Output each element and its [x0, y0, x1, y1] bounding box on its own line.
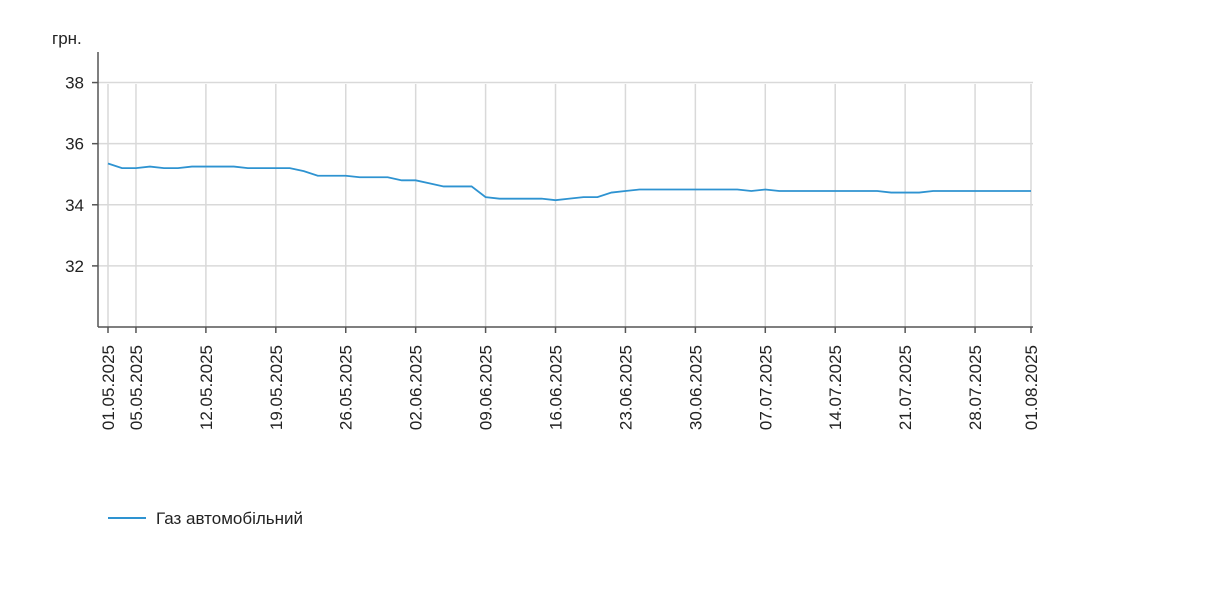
- x-tick-label: 23.06.2025: [616, 345, 635, 430]
- x-tick-label: 05.05.2025: [127, 345, 146, 430]
- x-tick-label: 19.05.2025: [267, 345, 286, 430]
- y-unit: грн.: [52, 29, 82, 48]
- x-tick-label: 09.06.2025: [477, 345, 496, 430]
- x-tick-label: 28.07.2025: [966, 345, 985, 430]
- y-tick-label: 36: [65, 135, 84, 154]
- y-tick-label: 38: [65, 74, 84, 93]
- x-tick-label: 14.07.2025: [826, 345, 845, 430]
- y-tick-label: 34: [65, 196, 84, 215]
- x-tick-label: 01.08.2025: [1022, 345, 1041, 430]
- x-tick-label: 16.06.2025: [547, 345, 566, 430]
- y-tick-label: 32: [65, 257, 84, 276]
- x-tick-label: 21.07.2025: [896, 345, 915, 430]
- legend-label: Газ автомобільний: [156, 509, 303, 528]
- x-tick-label: 30.06.2025: [686, 345, 705, 430]
- x-tick-label: 12.05.2025: [197, 345, 216, 430]
- x-tick-label: 26.05.2025: [337, 345, 356, 430]
- line: [107, 162, 1031, 202]
- x-tick-label: 07.07.2025: [756, 345, 775, 430]
- x-tick-label: 02.06.2025: [407, 345, 426, 430]
- x-tick-label: 01.05.2025: [99, 345, 118, 430]
